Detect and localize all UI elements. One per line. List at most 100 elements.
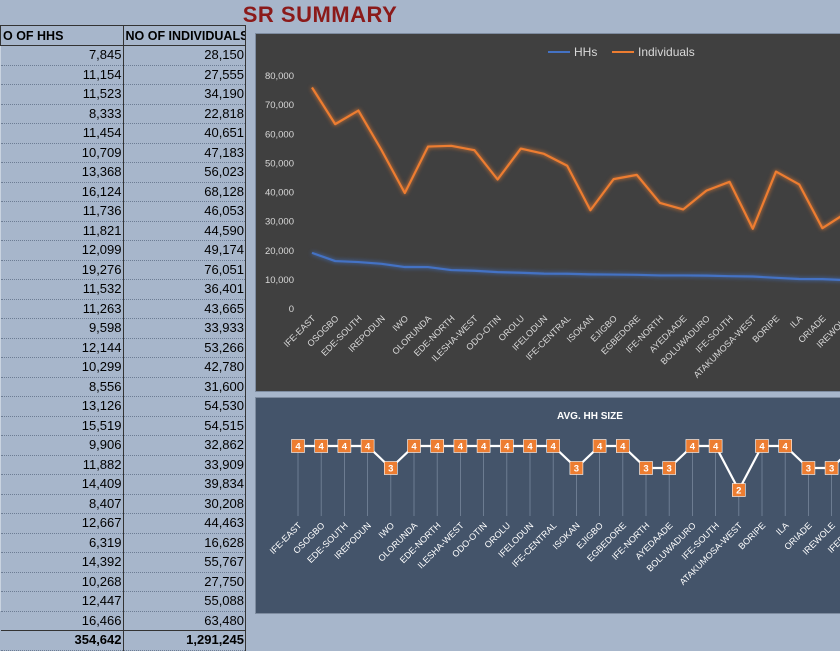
cell-individuals[interactable]: 49,174 [123,241,246,261]
cell-individuals[interactable]: 30,208 [123,494,246,514]
avg-data-label: 4 [597,442,603,453]
cell-hhs[interactable]: 8,407 [1,494,124,514]
cell-hhs[interactable]: 11,454 [1,124,124,144]
column-separator [246,30,254,610]
cell-individuals[interactable]: 43,665 [123,299,246,319]
cell-hhs[interactable]: 11,882 [1,455,124,475]
cell-hhs[interactable]: 11,523 [1,85,124,105]
y-tick-label: 10,000 [265,275,294,286]
avg-x-tick-label: ILA [774,520,791,537]
cell-hhs[interactable]: 15,519 [1,416,124,436]
cell-hhs[interactable]: 19,276 [1,260,124,280]
cell-hhs[interactable]: 12,667 [1,514,124,534]
cell-individuals[interactable]: 55,767 [123,553,246,573]
cell-individuals[interactable]: 42,780 [123,358,246,378]
avg-chart-title: AVG. HH SIZE [557,411,623,422]
avg-data-label: 4 [759,442,765,453]
cell-hhs[interactable]: 13,126 [1,397,124,417]
total-individuals[interactable]: 1,291,245 [123,631,246,651]
cell-hhs[interactable]: 14,392 [1,553,124,573]
cell-hhs[interactable]: 11,532 [1,280,124,300]
cell-individuals[interactable]: 27,555 [123,65,246,85]
cell-individuals[interactable]: 16,628 [123,533,246,553]
cell-hhs[interactable]: 12,144 [1,338,124,358]
legend-label-individuals: Individuals [638,45,695,59]
avg-hh-size-chart[interactable]: AVG. HH SIZE4444344444443443344244334IFE… [255,397,840,614]
cell-hhs[interactable]: 16,466 [1,611,124,631]
cell-hhs[interactable]: 12,447 [1,592,124,612]
y-tick-label: 50,000 [265,158,294,169]
cell-hhs[interactable]: 16,124 [1,182,124,202]
y-tick-label: 30,000 [265,217,294,228]
cell-hhs[interactable]: 14,409 [1,475,124,495]
cell-individuals[interactable]: 63,480 [123,611,246,631]
cell-individuals[interactable]: 53,266 [123,338,246,358]
cell-individuals[interactable]: 31,600 [123,377,246,397]
cell-individuals[interactable]: 44,463 [123,514,246,534]
avg-data-label: 4 [319,442,325,453]
cell-individuals[interactable]: 56,023 [123,163,246,183]
cell-hhs[interactable]: 12,099 [1,241,124,261]
cell-hhs[interactable]: 11,154 [1,65,124,85]
cell-individuals[interactable]: 76,051 [123,260,246,280]
cell-individuals[interactable]: 44,590 [123,221,246,241]
avg-data-label: 3 [667,464,672,475]
avg-data-label: 3 [574,464,579,475]
avg-data-label: 4 [527,442,533,453]
cell-hhs[interactable]: 9,906 [1,436,124,456]
cell-hhs[interactable]: 8,333 [1,104,124,124]
cell-individuals[interactable]: 39,834 [123,475,246,495]
y-tick-label: 40,000 [265,188,294,199]
cell-individuals[interactable]: 54,530 [123,397,246,417]
cell-individuals[interactable]: 36,401 [123,280,246,300]
avg-data-label: 4 [713,442,719,453]
header-hhs[interactable]: O OF HHS [1,26,124,46]
total-hhs[interactable]: 354,642 [1,631,124,651]
cell-hhs[interactable]: 10,299 [1,358,124,378]
cell-individuals[interactable]: 55,088 [123,592,246,612]
cell-hhs[interactable]: 10,709 [1,143,124,163]
avg-data-label: 4 [295,442,301,453]
avg-chart-svg: AVG. HH SIZE4444344444443443344244334IFE… [256,398,840,613]
cell-hhs[interactable]: 11,736 [1,202,124,222]
cell-individuals[interactable]: 28,150 [123,46,246,66]
avg-data-label: 4 [620,442,626,453]
cell-individuals[interactable]: 68,128 [123,182,246,202]
cell-hhs[interactable]: 9,598 [1,319,124,339]
cell-hhs[interactable]: 13,368 [1,163,124,183]
cell-individuals[interactable]: 22,818 [123,104,246,124]
cell-individuals[interactable]: 47,183 [123,143,246,163]
cell-individuals[interactable]: 27,750 [123,572,246,592]
cell-individuals[interactable]: 32,862 [123,436,246,456]
cell-individuals[interactable]: 33,909 [123,455,246,475]
cell-hhs[interactable]: 8,556 [1,377,124,397]
y-tick-label: 80,000 [265,71,294,82]
cell-individuals[interactable]: 46,053 [123,202,246,222]
cell-hhs[interactable]: 6,319 [1,533,124,553]
cell-hhs[interactable]: 11,263 [1,299,124,319]
cell-individuals[interactable]: 34,190 [123,85,246,105]
cell-hhs[interactable]: 10,268 [1,572,124,592]
cell-hhs[interactable]: 7,845 [1,46,124,66]
cell-hhs[interactable]: 11,821 [1,221,124,241]
avg-data-label: 3 [388,464,393,475]
cell-individuals[interactable]: 40,651 [123,124,246,144]
cell-individuals[interactable]: 54,515 [123,416,246,436]
header-individuals[interactable]: NO OF INDIVIDUALS [123,26,246,46]
cell-individuals[interactable]: 33,933 [123,319,246,339]
